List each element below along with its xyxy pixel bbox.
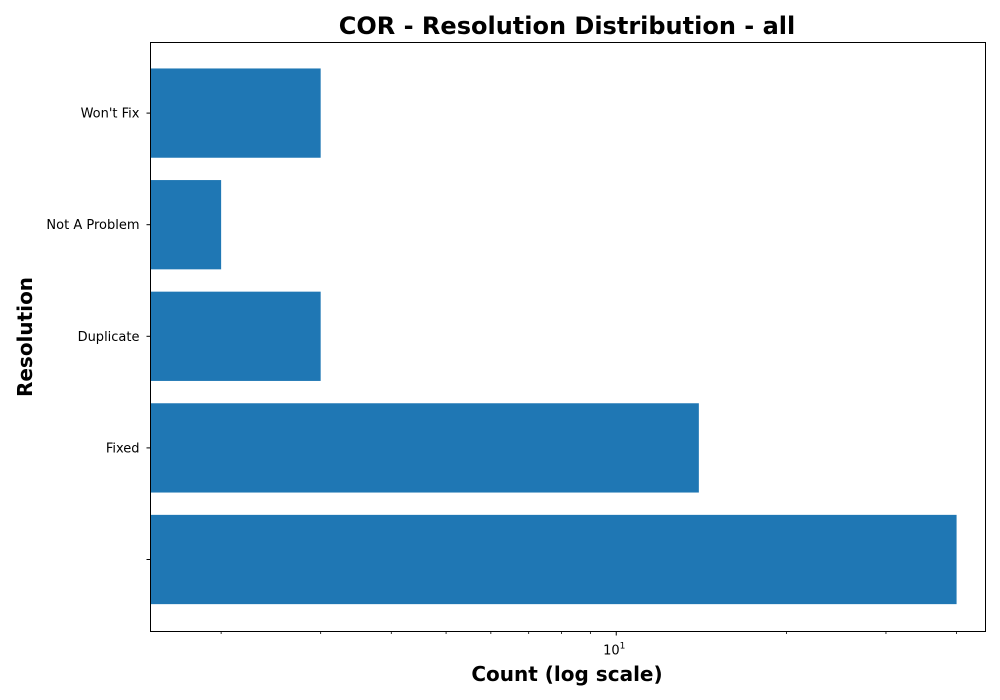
bar-not-a-problem [150,180,222,270]
x-ticks-group: 101 [220,631,957,659]
x-tick-base: 10 [603,644,620,659]
y-axis-label: Resolution [13,277,37,397]
x-tick-label: 101 [603,642,625,659]
y-ticks-group: Fixed Duplicate Not A Problem Won't Fix [46,107,151,560]
x-tick-exponent: 1 [620,642,626,652]
y-tick-label: Fixed [106,441,140,456]
bars-group [150,68,957,605]
bar-fixed [150,403,699,493]
bar-duplicate [150,291,321,381]
x-axis-label: Count (log scale) [471,662,662,686]
plot-frame [150,42,986,632]
y-tick-label: Duplicate [78,330,140,345]
chart-title: COR - Resolution Distribution - all [339,12,795,40]
bar-unlabeled [150,514,957,605]
y-tick-label: Won't Fix [81,107,140,122]
y-tick-label: Not A Problem [46,218,139,233]
bar-won-t-fix [150,68,321,158]
